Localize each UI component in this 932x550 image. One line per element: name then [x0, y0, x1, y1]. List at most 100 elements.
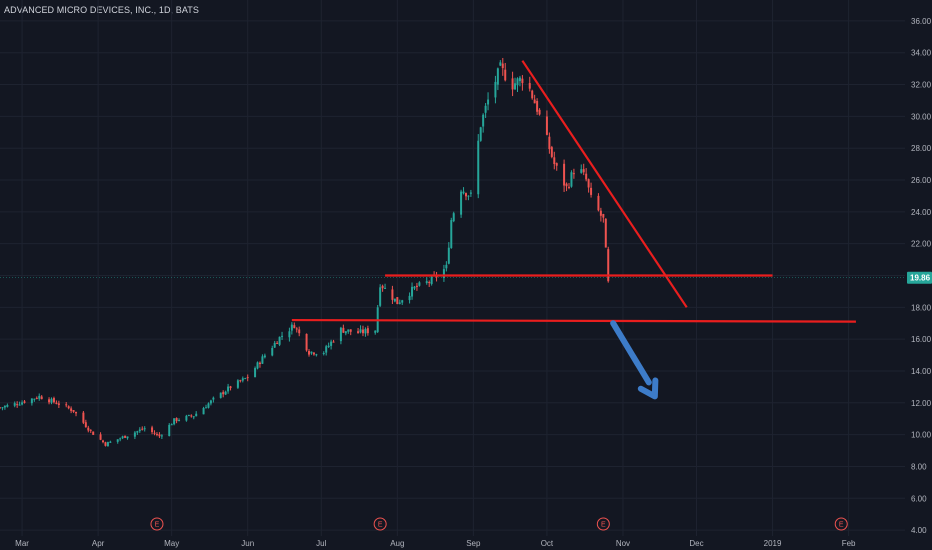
candle-body: [278, 336, 281, 345]
candle-body: [109, 441, 112, 443]
x-tick-label: May: [164, 539, 179, 548]
candle-body: [170, 424, 173, 426]
y-tick-label: 4.00: [911, 526, 927, 535]
candle-body: [357, 331, 360, 334]
candle-body: [3, 405, 6, 408]
candle-body: [126, 436, 129, 439]
candle-body: [413, 286, 416, 289]
candle-body: [496, 68, 499, 85]
candle-body: [192, 416, 195, 418]
candle-body: [138, 429, 141, 432]
candle-body: [65, 404, 68, 406]
candle-body: [209, 400, 212, 404]
candle-body: [602, 214, 605, 218]
candle-body: [315, 354, 318, 356]
candle-body: [236, 380, 239, 388]
candle-body: [450, 220, 453, 248]
candle-body: [298, 329, 301, 334]
candle-body: [207, 403, 210, 408]
candle-body: [550, 147, 553, 157]
down-arrow-head: [637, 377, 659, 400]
candle-body: [447, 247, 450, 264]
candle-body: [361, 329, 364, 334]
candle-body: [155, 433, 158, 435]
y-tick-label: 32.00: [911, 81, 932, 90]
candle-body: [531, 90, 534, 99]
chart-title: ADVANCED MICRO DEVICES, INC., 1D, BATS: [4, 5, 199, 15]
candle-body: [50, 398, 53, 403]
candle-body: [13, 403, 16, 406]
candle-body: [190, 415, 193, 417]
candle-body: [6, 405, 9, 407]
candle-body: [553, 157, 556, 165]
candle-body: [366, 328, 369, 334]
candle-body: [487, 99, 490, 105]
candle-body: [548, 136, 551, 150]
candle-body: [555, 163, 558, 166]
candle-body: [563, 163, 566, 186]
candle-body: [141, 428, 144, 430]
candle-body: [344, 331, 347, 334]
candle-body: [565, 183, 568, 187]
candle-body: [119, 438, 122, 440]
candle-body: [585, 173, 588, 180]
candle-body: [411, 286, 414, 297]
candle-body: [384, 287, 387, 289]
candle-body: [518, 77, 521, 82]
candlestick-series: [0, 57, 610, 447]
candle-body: [308, 351, 311, 355]
candle-body: [572, 173, 575, 175]
candle-body: [342, 327, 345, 333]
candle-body: [212, 397, 215, 400]
candle-body: [151, 427, 154, 433]
candle-body: [325, 346, 328, 353]
candle-body: [72, 410, 75, 412]
candle-body: [460, 191, 463, 215]
last-price-badge: [907, 271, 932, 284]
candle-body: [499, 62, 502, 66]
candle-body: [67, 406, 70, 409]
candle-body: [52, 398, 55, 403]
candle-body: [281, 335, 284, 337]
candle-body: [462, 191, 465, 194]
x-tick-label: Feb: [842, 539, 856, 548]
candle-body: [18, 404, 21, 406]
candle-body: [288, 331, 291, 338]
candle-body: [92, 431, 95, 435]
candle-body: [607, 249, 610, 282]
candle-body: [121, 436, 124, 439]
candle-body: [133, 432, 136, 437]
candle-body: [160, 435, 163, 437]
candle-body: [477, 140, 480, 195]
y-tick-label: 6.00: [911, 494, 927, 503]
candle-body: [136, 431, 139, 433]
earnings-marker-label: E: [601, 522, 606, 529]
candle-body: [23, 401, 26, 403]
candle-body: [482, 114, 485, 127]
candle-body: [511, 78, 514, 90]
earnings-marker-label: E: [378, 522, 383, 529]
candle-body: [516, 78, 519, 86]
candle-body: [82, 412, 85, 423]
candle-body: [30, 398, 33, 404]
time-axis: Mar Apr May Jun Jul Aug Sep Oct Nov Dec 2019 Feb: [15, 539, 856, 548]
drawings-layer: [291, 60, 856, 400]
candle-body: [545, 116, 548, 135]
candle-body: [428, 282, 431, 284]
candle-body: [57, 403, 60, 406]
candle-body: [195, 413, 198, 417]
candle-body: [102, 440, 105, 443]
candle-body: [89, 429, 92, 431]
candle-body: [501, 63, 504, 69]
candle-body: [124, 435, 127, 438]
candle-body: [398, 302, 401, 304]
candle-body: [528, 83, 531, 89]
candle-body: [222, 392, 225, 395]
candle-body: [263, 355, 266, 358]
candle-body: [580, 169, 583, 173]
earnings-marker-label: E: [155, 522, 160, 529]
x-tick-label: Mar: [15, 539, 29, 548]
candle-body: [374, 330, 377, 333]
